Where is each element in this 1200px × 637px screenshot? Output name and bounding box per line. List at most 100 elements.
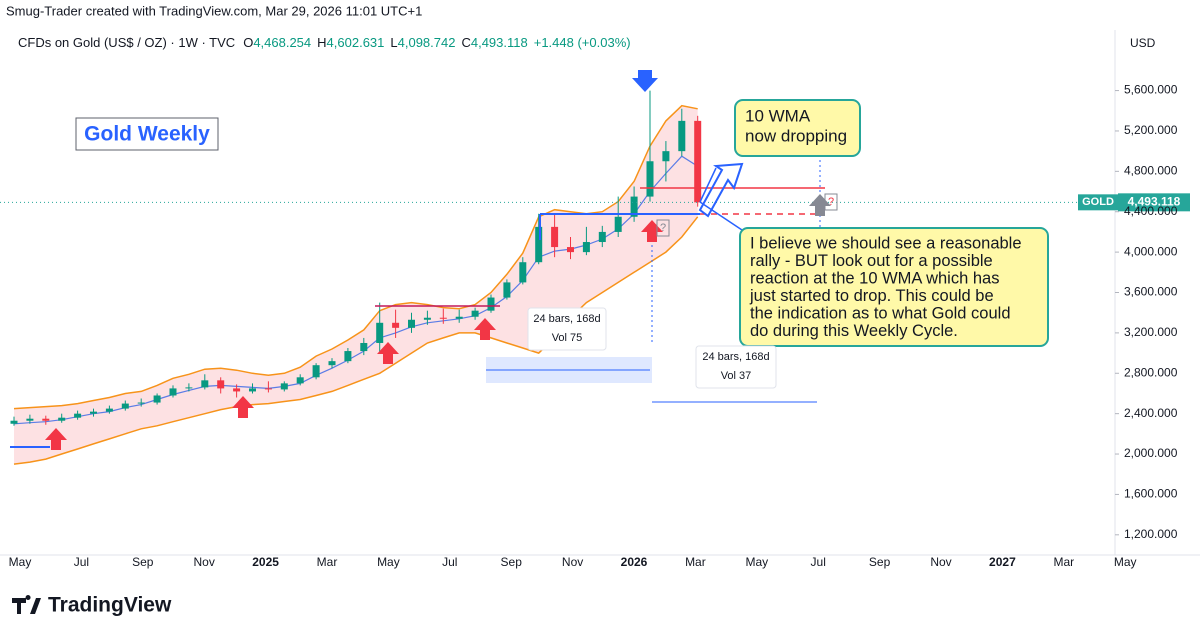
candle-body	[58, 417, 66, 421]
candle-body	[74, 413, 82, 418]
band-fill	[14, 105, 698, 465]
candle-body	[90, 411, 97, 414]
candle-body	[121, 403, 129, 409]
x-tick-label: Nov	[562, 555, 583, 569]
annotation-text: Vol 37	[721, 370, 752, 382]
annotation-text: reaction at the 10 WMA which has	[750, 269, 999, 287]
candle-body	[328, 361, 336, 366]
question: ?	[828, 196, 834, 208]
candle-body	[217, 380, 225, 389]
candle-body	[296, 377, 304, 384]
x-tick-label: Sep	[132, 555, 154, 569]
up-arrow	[809, 194, 831, 216]
candle-body	[630, 196, 638, 217]
band-lower	[13, 216, 699, 465]
y-tick-label: 2,400.000	[1124, 406, 1178, 420]
symbol-tag-text: GOLD	[1082, 196, 1114, 208]
header-item: C	[461, 35, 470, 50]
up-arrows	[45, 220, 663, 450]
candle-body	[471, 310, 479, 317]
y-tick-label: 1,600.000	[1124, 487, 1178, 501]
y-tick-label: 2,000.000	[1124, 446, 1178, 460]
annotation-text: the indication as to what Gold could	[750, 304, 1011, 322]
drawings: ? ? Gold Weekly	[10, 70, 1049, 450]
x-tick-label: May	[1114, 555, 1137, 569]
annotation-text: I believe we should see a reasonable	[750, 234, 1022, 252]
candle-body	[455, 316, 463, 319]
logo: TradingView	[12, 594, 172, 617]
x-tick-label: Jul	[811, 555, 826, 569]
x-tick-label: Jul	[442, 555, 457, 569]
x-tick-label: 2026	[621, 555, 648, 569]
candle-body	[249, 388, 256, 392]
candle-body	[503, 282, 511, 298]
measure-box	[527, 307, 607, 351]
y-tick-label: 4,400.000	[1124, 204, 1178, 218]
candle-body	[312, 365, 320, 378]
x-tick-label: May	[745, 555, 768, 569]
x-tick-label: Nov	[194, 555, 215, 569]
candle-body	[26, 418, 34, 421]
plot	[0, 90, 1115, 465]
candle-body	[153, 395, 161, 403]
x-tick-label: Sep	[501, 555, 523, 569]
annotation-text: now dropping	[745, 126, 847, 145]
candle-body	[280, 383, 288, 390]
callout	[734, 99, 861, 157]
header-item: +1.448 (+0.03%)	[534, 35, 631, 50]
header-item: 4,602.631	[327, 35, 385, 50]
candle-body	[105, 408, 113, 412]
header-item: O	[243, 35, 253, 50]
price-label	[1118, 193, 1190, 212]
candle-body	[439, 317, 447, 319]
symbol-tag	[1078, 194, 1118, 211]
y-tick-label: 4,000.000	[1124, 244, 1178, 258]
candle-body	[614, 216, 622, 232]
annotation-text: Vol 75	[552, 332, 583, 344]
header-item: 4,098.742	[398, 35, 456, 50]
candle-body	[264, 388, 272, 390]
title-box	[75, 117, 219, 151]
candle-body	[376, 322, 384, 343]
candle-body	[137, 402, 145, 404]
candle-body	[169, 388, 177, 396]
candle-body	[678, 120, 686, 152]
candle-body	[519, 262, 527, 283]
header-item: 4,493.118	[471, 35, 528, 50]
x-tick-label: Mar	[1053, 555, 1074, 569]
header-item: 4,468.254	[253, 35, 311, 50]
x-tick-label: Mar	[685, 555, 706, 569]
y-tick-label: 3,200.000	[1124, 325, 1178, 339]
candle-body	[598, 231, 606, 243]
x-tick-label: Nov	[930, 555, 951, 569]
x-tick-label: Jul	[74, 555, 89, 569]
question-box	[824, 193, 838, 211]
x-tick-label: May	[9, 555, 32, 569]
logo-mark	[12, 595, 41, 614]
y-tick-label: 1,200.000	[1124, 527, 1178, 541]
chart-title: Gold Weekly	[84, 123, 210, 146]
y-tick-label: 3,600.000	[1124, 285, 1178, 299]
symbol: CFDs on Gold (US$ / OZ) · 1W · TVC O4,468…	[18, 35, 631, 50]
logo-text: TradingView	[48, 594, 172, 617]
candle-body	[360, 342, 368, 352]
symbol-header: CFDs on Gold (US$ / OZ) · 1W · TVC O4,468…	[18, 35, 631, 50]
header-item: L	[390, 35, 397, 50]
question: ?	[660, 222, 666, 234]
candle-body	[646, 161, 654, 197]
x-tick-label: Mar	[317, 555, 338, 569]
candle-body	[551, 226, 559, 248]
annotation-text: just started to drop. This could be	[749, 287, 994, 305]
x-tick-label: May	[377, 555, 400, 569]
y-tick-label: 2,800.000	[1124, 365, 1178, 379]
candle-body	[582, 242, 590, 253]
candle-body	[42, 418, 50, 421]
currency: USD	[1130, 36, 1156, 50]
candle-body	[487, 297, 495, 311]
candle-body	[535, 226, 543, 263]
x-tick-label: 2025	[252, 555, 279, 569]
candle-body	[185, 387, 193, 389]
y-tick-label: 5,200.000	[1124, 123, 1178, 137]
candle-body	[233, 388, 241, 392]
